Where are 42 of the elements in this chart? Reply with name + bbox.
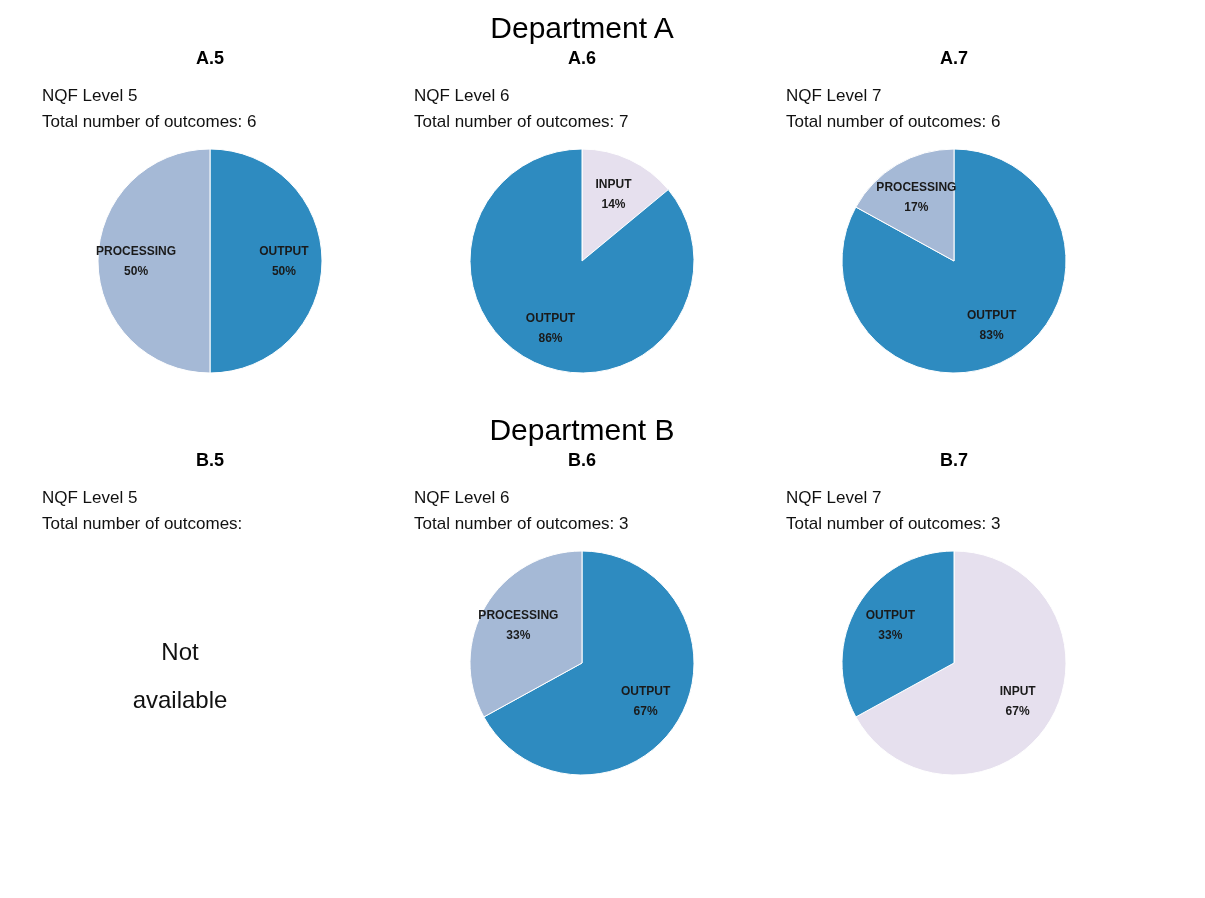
data-label: 14%: [601, 197, 626, 212]
text: NQF Level 5: [42, 488, 138, 507]
text: Total number of outcomes: 6: [42, 112, 257, 131]
text: Total number of outcomes: 7: [414, 112, 629, 131]
chart-title: B.6: [567, 450, 597, 470]
text: NQF Level 5: [42, 86, 138, 105]
data-label: 33%: [878, 628, 903, 643]
text: Not available: [132, 638, 228, 713]
pie-slice: [841, 148, 1067, 374]
data-label: 17%: [904, 200, 929, 215]
slice-label: OUTPUT: [525, 310, 576, 325]
text: Total number of outcomes:: [42, 514, 243, 533]
text: Department B: [489, 413, 675, 446]
text: B.5: [195, 450, 225, 470]
chart-title: A.5: [195, 48, 225, 68]
data-label: 83%: [979, 327, 1004, 342]
text: NQF Level 7: [786, 86, 882, 105]
text: NQF Level 6: [414, 86, 510, 105]
slice-label: OUTPUT: [259, 244, 310, 258]
data-label: 50%: [271, 264, 297, 278]
data-label: 67%: [633, 703, 658, 718]
text: Total number of outcomes: 3: [786, 514, 1001, 533]
data-label: 50%: [124, 264, 149, 278]
chart-title: B.7: [939, 450, 969, 470]
text: NQF Level 6: [414, 488, 510, 507]
slice-label: OUTPUT: [865, 608, 916, 623]
data-label: 67%: [1005, 703, 1030, 718]
pie-slice: [469, 148, 695, 374]
slice-label: OUTPUT: [966, 307, 1017, 322]
text: Department A: [490, 11, 674, 44]
slice-label: OUTPUT: [620, 683, 671, 698]
chart-title: A.6: [567, 48, 597, 68]
text: Total number of outcomes: 3: [414, 514, 629, 533]
slice-label: INPUT: [595, 177, 633, 192]
slice-label: PROCESSING: [96, 244, 177, 258]
slice-label: PROCESSING: [478, 608, 559, 623]
data-label: 33%: [506, 628, 531, 643]
text: NQF Level 7: [786, 488, 882, 507]
data-label: 86%: [538, 330, 563, 345]
chart-title: A.7: [939, 48, 969, 68]
slice-label: INPUT: [999, 683, 1037, 698]
text: Total number of outcomes: 6: [786, 112, 1001, 131]
